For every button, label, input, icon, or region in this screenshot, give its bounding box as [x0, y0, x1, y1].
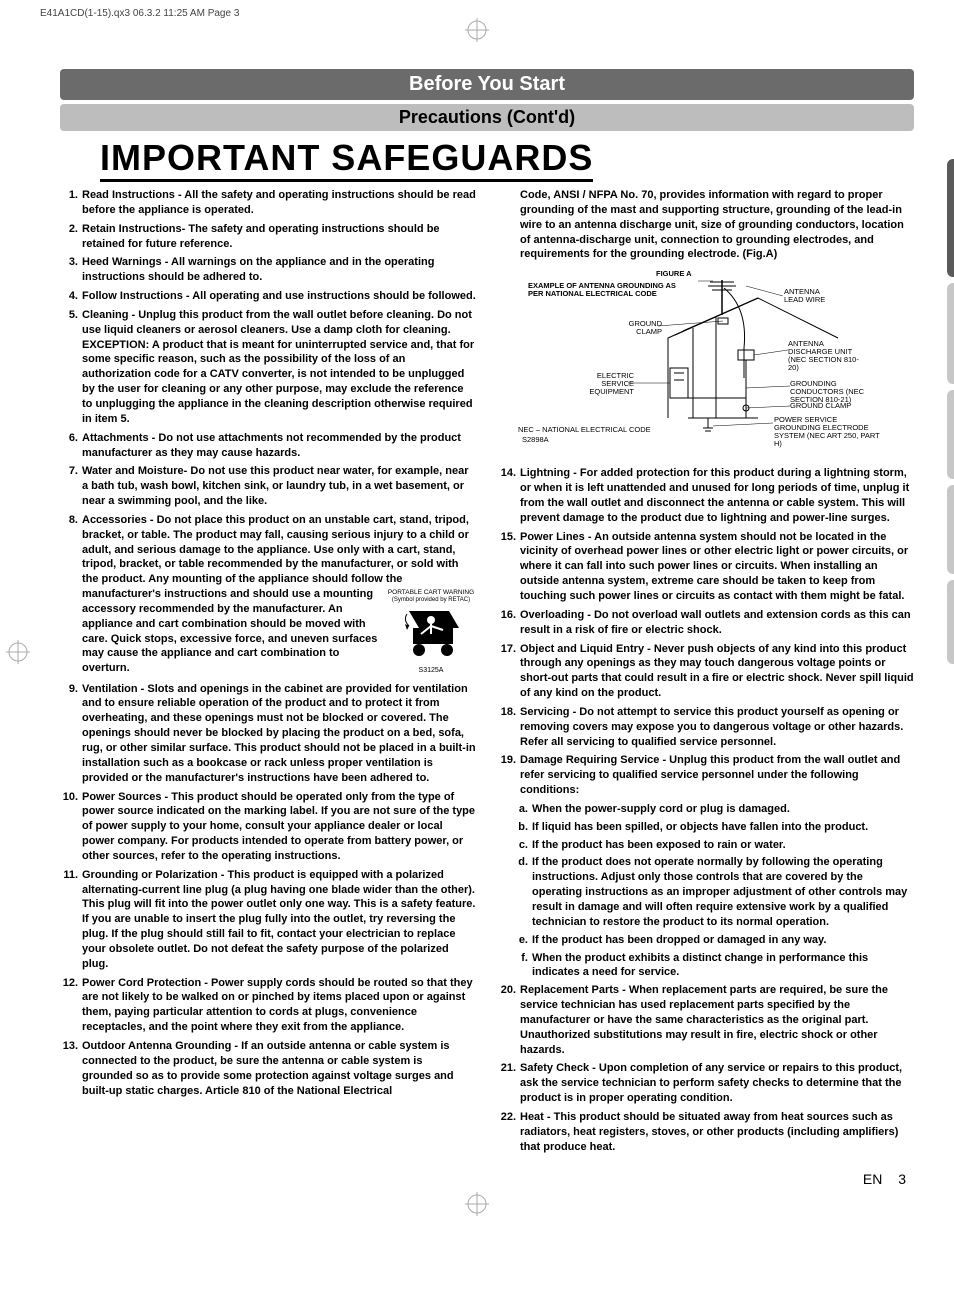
safeguard-item: 11.Grounding or Polarization - This prod… [60, 868, 476, 972]
safeguard-item: 6.Attachments - Do not use attachments n… [60, 431, 476, 461]
safeguard-item: 2.Retain Instructions- The safety and op… [60, 222, 476, 252]
figa-example: EXAMPLE OF ANTENNA GROUNDING AS PER NATI… [528, 282, 678, 298]
figa-electric-service: ELECTRIC SERVICE EQUIPMENT [574, 372, 634, 396]
figa-ground-clamp-1: GROUND CLAMP [620, 320, 662, 336]
portable-cart-warning: PORTABLE CART WARNING (Symbol provided b… [386, 589, 476, 676]
safeguard-subitem: f.When the product exhibits a distinct c… [514, 951, 914, 981]
tab-others: Others [947, 580, 954, 664]
figa-ground-clamp-2: GROUND CLAMP [790, 402, 851, 410]
safeguard-subitem: e.If the product has been dropped or dam… [514, 933, 914, 948]
right-intro-text: Code, ANSI / NFPA No. 70, provides infor… [520, 189, 904, 260]
safeguard-item: 8.Accessories - Do not place this produc… [60, 513, 476, 678]
safeguard-item: 17.Object and Liquid Entry - Never push … [498, 642, 914, 701]
print-meta: E41A1CD(1-15).qx3 06.3.2 11:25 AM Page 3 [0, 0, 954, 19]
footer-lang: EN [863, 1171, 882, 1187]
title-block: IMPORTANT SAFEGUARDS [100, 137, 593, 182]
figa-code: S2898A [522, 436, 549, 444]
safeguard-item: 18.Servicing - Do not attempt to service… [498, 705, 914, 750]
tab-dvd: DVD [947, 485, 954, 574]
figure-a: FIGURE A EXAMPLE OF ANTENNA GROUNDING AS… [498, 268, 914, 458]
safeguard-item: 3.Heed Warnings - All warnings on the ap… [60, 255, 476, 285]
cart-caption: PORTABLE CART WARNING [386, 589, 476, 596]
safeguard-subitem: d.If the product does not operate normal… [514, 855, 914, 929]
safeguard-subitem: a.When the power-supply cord or plug is … [514, 802, 914, 817]
section-banner: Before You Start [60, 69, 914, 100]
safeguard-subitem: c.If the product has been exposed to rai… [514, 838, 914, 853]
right-column: Code, ANSI / NFPA No. 70, provides infor… [498, 188, 914, 1159]
safeguard-item: 9.Ventilation - Slots and openings in th… [60, 682, 476, 786]
safeguard-item: 4.Follow Instructions - All operating an… [60, 289, 476, 304]
page-footer: EN 3 [60, 1171, 914, 1187]
safeguard-item: 10.Power Sources - This product should b… [60, 790, 476, 864]
safeguard-item: 13.Outdoor Antenna Grounding - If an out… [60, 1039, 476, 1098]
safeguard-item: 1.Read Instructions - All the safety and… [60, 188, 476, 218]
section-tabs: Before You Start Connections DVR DVD Oth… [947, 159, 954, 670]
subsection-banner: Precautions (Cont'd) [60, 104, 914, 131]
safeguard-item: 14.Lightning - For added protection for … [498, 466, 914, 525]
figa-antenna-lead: ANTENNA LEAD WIRE [784, 288, 834, 304]
safeguard-item: 15.Power Lines - An outside antenna syst… [498, 530, 914, 604]
figa-power-service: POWER SERVICE GROUNDING ELECTRODE SYSTEM… [774, 416, 884, 448]
cart-code: S3125A [386, 666, 476, 675]
safeguard-item: 22.Heat - This product should be situate… [498, 1110, 914, 1155]
cart-icon [401, 606, 461, 661]
tab-before-you-start: Before You Start [947, 159, 954, 277]
body-columns: 1.Read Instructions - All the safety and… [60, 188, 914, 1159]
cart-sub: (Symbol provided by RETAC) [386, 596, 476, 604]
safeguard-item: 19.Damage Requiring Service - Unplug thi… [498, 753, 914, 798]
page-content: Before You Start Connections DVR DVD Oth… [0, 19, 954, 1227]
figa-discharge: ANTENNA DISCHARGE UNIT (NEC SECTION 810-… [788, 340, 868, 372]
tab-dvr: DVR [947, 390, 954, 479]
safeguard-item: 12.Power Cord Protection - Power supply … [60, 976, 476, 1035]
safeguard-item: 21.Safety Check - Upon completion of any… [498, 1061, 914, 1106]
figa-title: FIGURE A [656, 270, 692, 278]
safeguard-item: 7.Water and Moisture- Do not use this pr… [60, 464, 476, 509]
safeguard-item: 16.Overloading - Do not overload wall ou… [498, 608, 914, 638]
page-title: IMPORTANT SAFEGUARDS [100, 137, 593, 179]
left-column: 1.Read Instructions - All the safety and… [60, 188, 476, 1159]
safeguard-item: 20.Replacement Parts - When replacement … [498, 983, 914, 1057]
safeguard-subitem: b.If liquid has been spilled, or objects… [514, 820, 914, 835]
right-intro: Code, ANSI / NFPA No. 70, provides infor… [498, 188, 914, 262]
title-underline [100, 179, 593, 182]
figa-nec: NEC – NATIONAL ELECTRICAL CODE [518, 426, 651, 434]
tab-connections: Connections [947, 283, 954, 384]
footer-page-number: 3 [898, 1171, 906, 1187]
safeguard-item: 5.Cleaning - Unplug this product from th… [60, 308, 476, 427]
crop-mark-bottom [465, 1192, 489, 1221]
